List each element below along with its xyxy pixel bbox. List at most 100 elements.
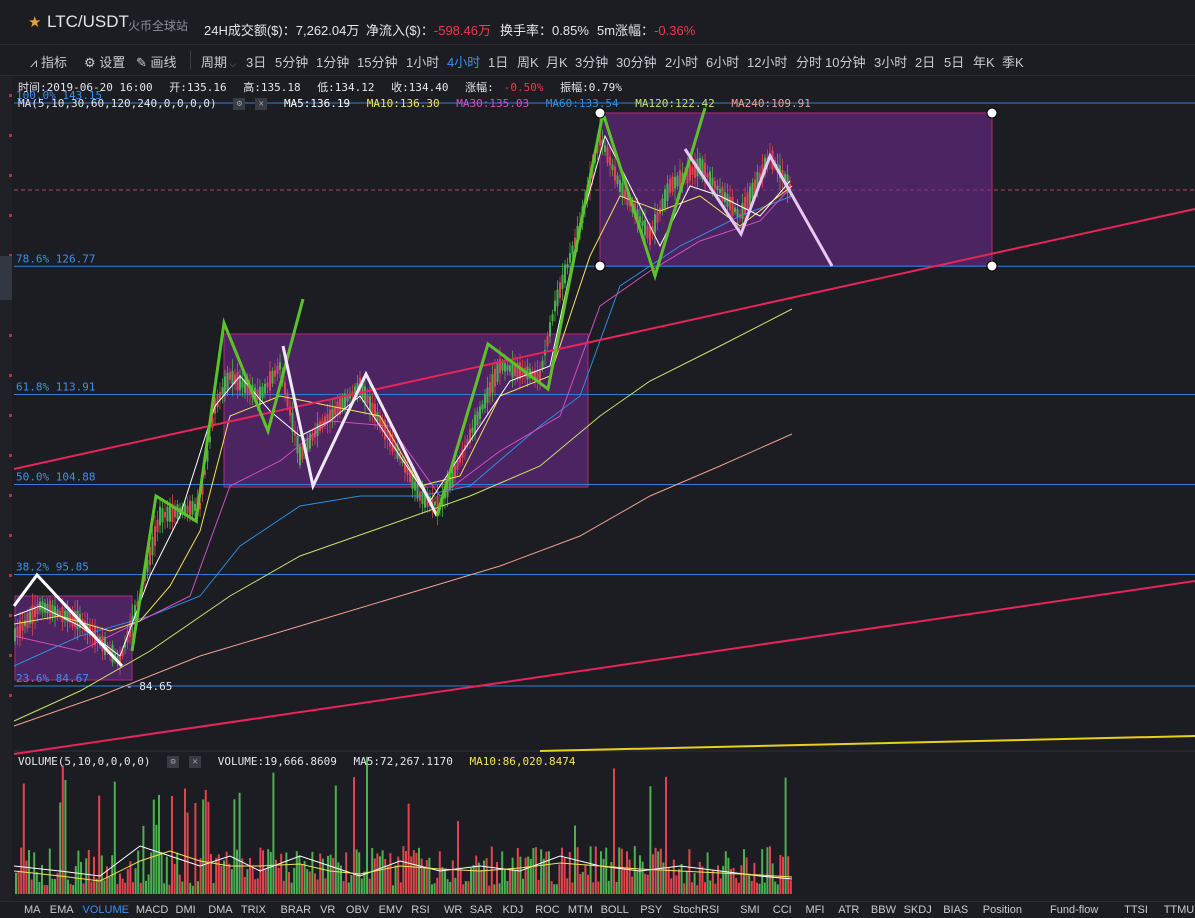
indicator-tab-macd[interactable]: MACD bbox=[135, 904, 169, 916]
period-11[interactable]: 2小时 bbox=[665, 55, 699, 70]
candle-body bbox=[71, 610, 74, 627]
trend-line-lower[interactable] bbox=[13, 580, 1195, 755]
indicator-tab-psy[interactable]: PSY bbox=[640, 904, 663, 916]
candle-body bbox=[171, 503, 174, 522]
indicator-tab-volume[interactable]: VOLUME bbox=[82, 904, 129, 916]
volume-bar bbox=[457, 821, 459, 894]
box-handle[interactable] bbox=[986, 260, 998, 272]
candle-body bbox=[446, 479, 449, 498]
settings-button[interactable]: ⚙ 设置 bbox=[84, 52, 125, 71]
candle-body bbox=[176, 504, 179, 519]
period-13[interactable]: 12小时 bbox=[747, 55, 788, 70]
fibonacci-levels: 100.0% 143.15 78.6% 126.77 61.8% 113.91 50.… bbox=[14, 89, 1195, 687]
volume-bar bbox=[727, 857, 730, 894]
indicator-tab-boll[interactable]: BOLL bbox=[600, 904, 629, 916]
indicator-tab-brar[interactable]: BRAR bbox=[280, 904, 312, 916]
favorite-star-icon[interactable]: ★ bbox=[28, 14, 42, 31]
indicator-tab-cci[interactable]: CCI bbox=[772, 904, 792, 916]
indicator-tab-dma[interactable]: DMA bbox=[208, 904, 233, 916]
indicator-button[interactable]: ⩘ 指标 bbox=[30, 52, 67, 71]
candle-body bbox=[409, 470, 411, 482]
indicator-tab-emv[interactable]: EMV bbox=[378, 904, 403, 916]
volume-bar bbox=[748, 873, 751, 894]
indicator-tab-ma[interactable]: MA bbox=[24, 904, 41, 916]
indicator-tab-smi[interactable]: SMI bbox=[740, 904, 760, 916]
period-20[interactable]: 季K bbox=[1002, 55, 1024, 70]
candle-body bbox=[284, 382, 286, 395]
period-19[interactable]: 年K bbox=[973, 55, 995, 70]
turnover-stat-value: 0.85% bbox=[552, 23, 589, 38]
indicator-tab-ttsi[interactable]: TTSI bbox=[1124, 904, 1148, 916]
period-15[interactable]: 10分钟 bbox=[825, 55, 866, 70]
candlestick-chart[interactable]: 100.0% 143.15 78.6% 126.77 61.8% 113.91 50.… bbox=[0, 76, 1195, 901]
gear-icon[interactable]: ⚙ bbox=[167, 756, 180, 768]
period-dropdown[interactable]: 周期 ⌵ bbox=[201, 52, 236, 71]
close-icon[interactable]: ✕ bbox=[189, 756, 202, 768]
candle-body bbox=[244, 379, 246, 393]
period-8[interactable]: 月K bbox=[546, 55, 568, 70]
candle-body bbox=[354, 386, 356, 396]
period-0[interactable]: 3日 bbox=[246, 55, 267, 70]
volume-bar bbox=[303, 861, 306, 894]
trend-line-yellow[interactable] bbox=[539, 735, 1195, 752]
period-9[interactable]: 3分钟 bbox=[575, 55, 609, 70]
draw-button[interactable]: ✎ 画线 bbox=[136, 52, 177, 71]
candle-body bbox=[366, 394, 369, 404]
period-18[interactable]: 5日 bbox=[944, 55, 965, 70]
candle-body bbox=[261, 386, 264, 398]
period-14[interactable]: 分时 bbox=[796, 55, 823, 70]
indicator-tab-position[interactable]: Position bbox=[982, 904, 1022, 916]
indicator-tab-skdj[interactable]: SKDJ bbox=[903, 904, 932, 916]
price-scroll-handle[interactable] bbox=[0, 256, 12, 300]
indicator-tab-dmi[interactable]: DMI bbox=[175, 904, 196, 916]
zigzag-green[interactable] bbox=[435, 107, 707, 517]
zigzag-white[interactable] bbox=[12, 572, 124, 668]
period-1[interactable]: 5分钟 bbox=[275, 55, 309, 70]
indicator-tab-mfi[interactable]: MFI bbox=[805, 904, 825, 916]
indicator-tab-wr[interactable]: WR bbox=[444, 904, 463, 916]
gear-icon[interactable]: ⚙ bbox=[233, 98, 246, 110]
indicator-tab-stochrsi[interactable]: StochRSI bbox=[672, 904, 720, 916]
volume-bar bbox=[25, 860, 28, 894]
indicator-tab-vr[interactable]: VR bbox=[320, 904, 336, 916]
indicator-tab-bbw[interactable]: BBW bbox=[870, 904, 896, 916]
candle-body bbox=[189, 500, 191, 517]
zigzag-green[interactable] bbox=[130, 298, 305, 652]
indicator-tab-sar[interactable]: SAR bbox=[469, 904, 493, 916]
zigzag-white[interactable] bbox=[683, 148, 834, 267]
candle-body bbox=[681, 172, 684, 183]
candle-body bbox=[704, 162, 706, 182]
indicator-tab-kdj[interactable]: KDJ bbox=[502, 904, 524, 916]
ma-line-4 bbox=[13, 185, 793, 632]
period-12[interactable]: 6小时 bbox=[706, 55, 740, 70]
indicator-tab-bias[interactable]: BIAS bbox=[943, 904, 969, 916]
indicator-tab-ema[interactable]: EMA bbox=[49, 904, 74, 916]
box-handle[interactable] bbox=[986, 107, 998, 119]
close-icon[interactable]: ✕ bbox=[255, 98, 268, 110]
pair-title[interactable]: LTC/USDT bbox=[47, 12, 129, 31]
box-handle[interactable] bbox=[594, 107, 606, 119]
indicator-tab-atr[interactable]: ATR bbox=[838, 904, 860, 916]
indicator-tab-fund-flow[interactable]: Fund-flow bbox=[1050, 904, 1099, 916]
period-7[interactable]: 周K bbox=[517, 55, 539, 70]
box-handle[interactable] bbox=[594, 260, 606, 272]
period-17[interactable]: 2日 bbox=[915, 55, 936, 70]
period-3[interactable]: 15分钟 bbox=[357, 55, 398, 70]
indicator-tab-roc[interactable]: ROC bbox=[535, 904, 560, 916]
period-10[interactable]: 30分钟 bbox=[616, 55, 657, 70]
indicator-tab-mtm[interactable]: MTM bbox=[567, 904, 593, 916]
volume-bar bbox=[295, 851, 298, 894]
indicator-tab-obv[interactable]: OBV bbox=[345, 904, 370, 916]
zigzag-white[interactable] bbox=[281, 345, 439, 517]
period-16[interactable]: 3小时 bbox=[874, 55, 908, 70]
volume-bar bbox=[475, 855, 478, 894]
candle-body bbox=[539, 370, 541, 382]
period-4[interactable]: 1小时 bbox=[406, 55, 440, 70]
indicator-tab-ttmu[interactable]: TTMU bbox=[1163, 904, 1195, 916]
period-5[interactable]: 4小时 bbox=[447, 55, 481, 70]
indicator-tab-rsi[interactable]: RSI bbox=[411, 904, 430, 916]
indicator-tab-trix[interactable]: TRIX bbox=[240, 904, 266, 916]
period-2[interactable]: 1分钟 bbox=[316, 55, 350, 70]
period-6[interactable]: 1日 bbox=[488, 55, 509, 70]
volume-bar bbox=[462, 884, 465, 894]
